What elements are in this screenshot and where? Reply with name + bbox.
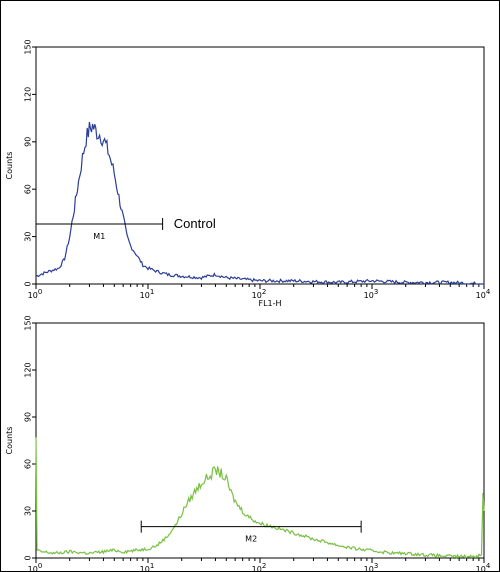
x-tick-label-base: 10 [364,565,374,572]
x-tick-label-exponent: 1 [150,562,154,570]
y-tick-label: 0 [24,281,33,286]
x-tick-label-base: 10 [252,565,262,572]
gate-marker: M1 [35,217,164,241]
x-tick-label: 104 [476,562,491,572]
x-tick-label: 102 [252,288,267,300]
y-tick-label: 0 [24,555,33,560]
x-tick-label: 104 [476,288,491,300]
y-tick-label: 120 [24,87,33,102]
y-tick-label: 60 [24,459,33,469]
x-tick-label: 100 [28,288,43,300]
histogram-trace-1 [35,121,484,286]
x-tick-label-base: 10 [140,291,150,300]
y-tick-label: 60 [24,184,33,194]
x-tick-label-exponent: 3 [374,288,378,296]
x-tick-label: 100 [28,562,43,572]
x-tick-label-exponent: 3 [374,562,378,570]
x-tick-label-exponent: 4 [486,562,491,570]
x-tick-label-exponent: 2 [262,288,266,296]
y-tick-label: 30 [24,232,33,242]
x-tick-label-base: 10 [476,291,486,300]
x-tick-label-base: 10 [364,291,374,300]
x-tick-label: 101 [140,288,155,300]
x-tick-label-exponent: 0 [38,562,42,570]
x-tick-label-exponent: 2 [262,562,266,570]
plot-area-border [35,46,485,285]
annotation-text: Control [174,216,216,231]
y-tick-label: 120 [24,362,33,377]
x-tick-label-base: 10 [28,565,38,572]
x-tick-label: 101 [140,562,155,572]
gate-marker: M2 [140,520,362,544]
plot-area-border [35,322,485,559]
x-tick-label: 103 [364,288,379,300]
x-tick-label-base: 10 [476,565,486,572]
y-tick-label: 90 [24,412,33,422]
y-tick-label: 150 [24,39,33,54]
x-tick-label-exponent: 4 [486,288,491,296]
x-tick-label-base: 10 [252,291,262,300]
histogram-trace-1 [35,437,485,559]
y-axis-title: Counts [5,152,14,180]
gate-label: M2 [245,535,257,544]
x-tick-label-exponent: 0 [38,288,42,296]
x-tick-label-base: 10 [140,565,150,572]
gate-label: M1 [93,232,105,241]
x-tick-label-base: 10 [28,291,38,300]
x-tick-label: 102 [252,562,267,572]
x-tick-label-exponent: 1 [150,288,154,296]
y-axis-title: Counts [5,427,14,455]
x-axis-title: FL1-H [258,299,281,308]
y-tick-label: 150 [24,315,33,330]
y-tick-label: 30 [24,506,33,516]
y-tick-label: 90 [24,137,33,147]
x-tick-label: 103 [364,562,379,572]
